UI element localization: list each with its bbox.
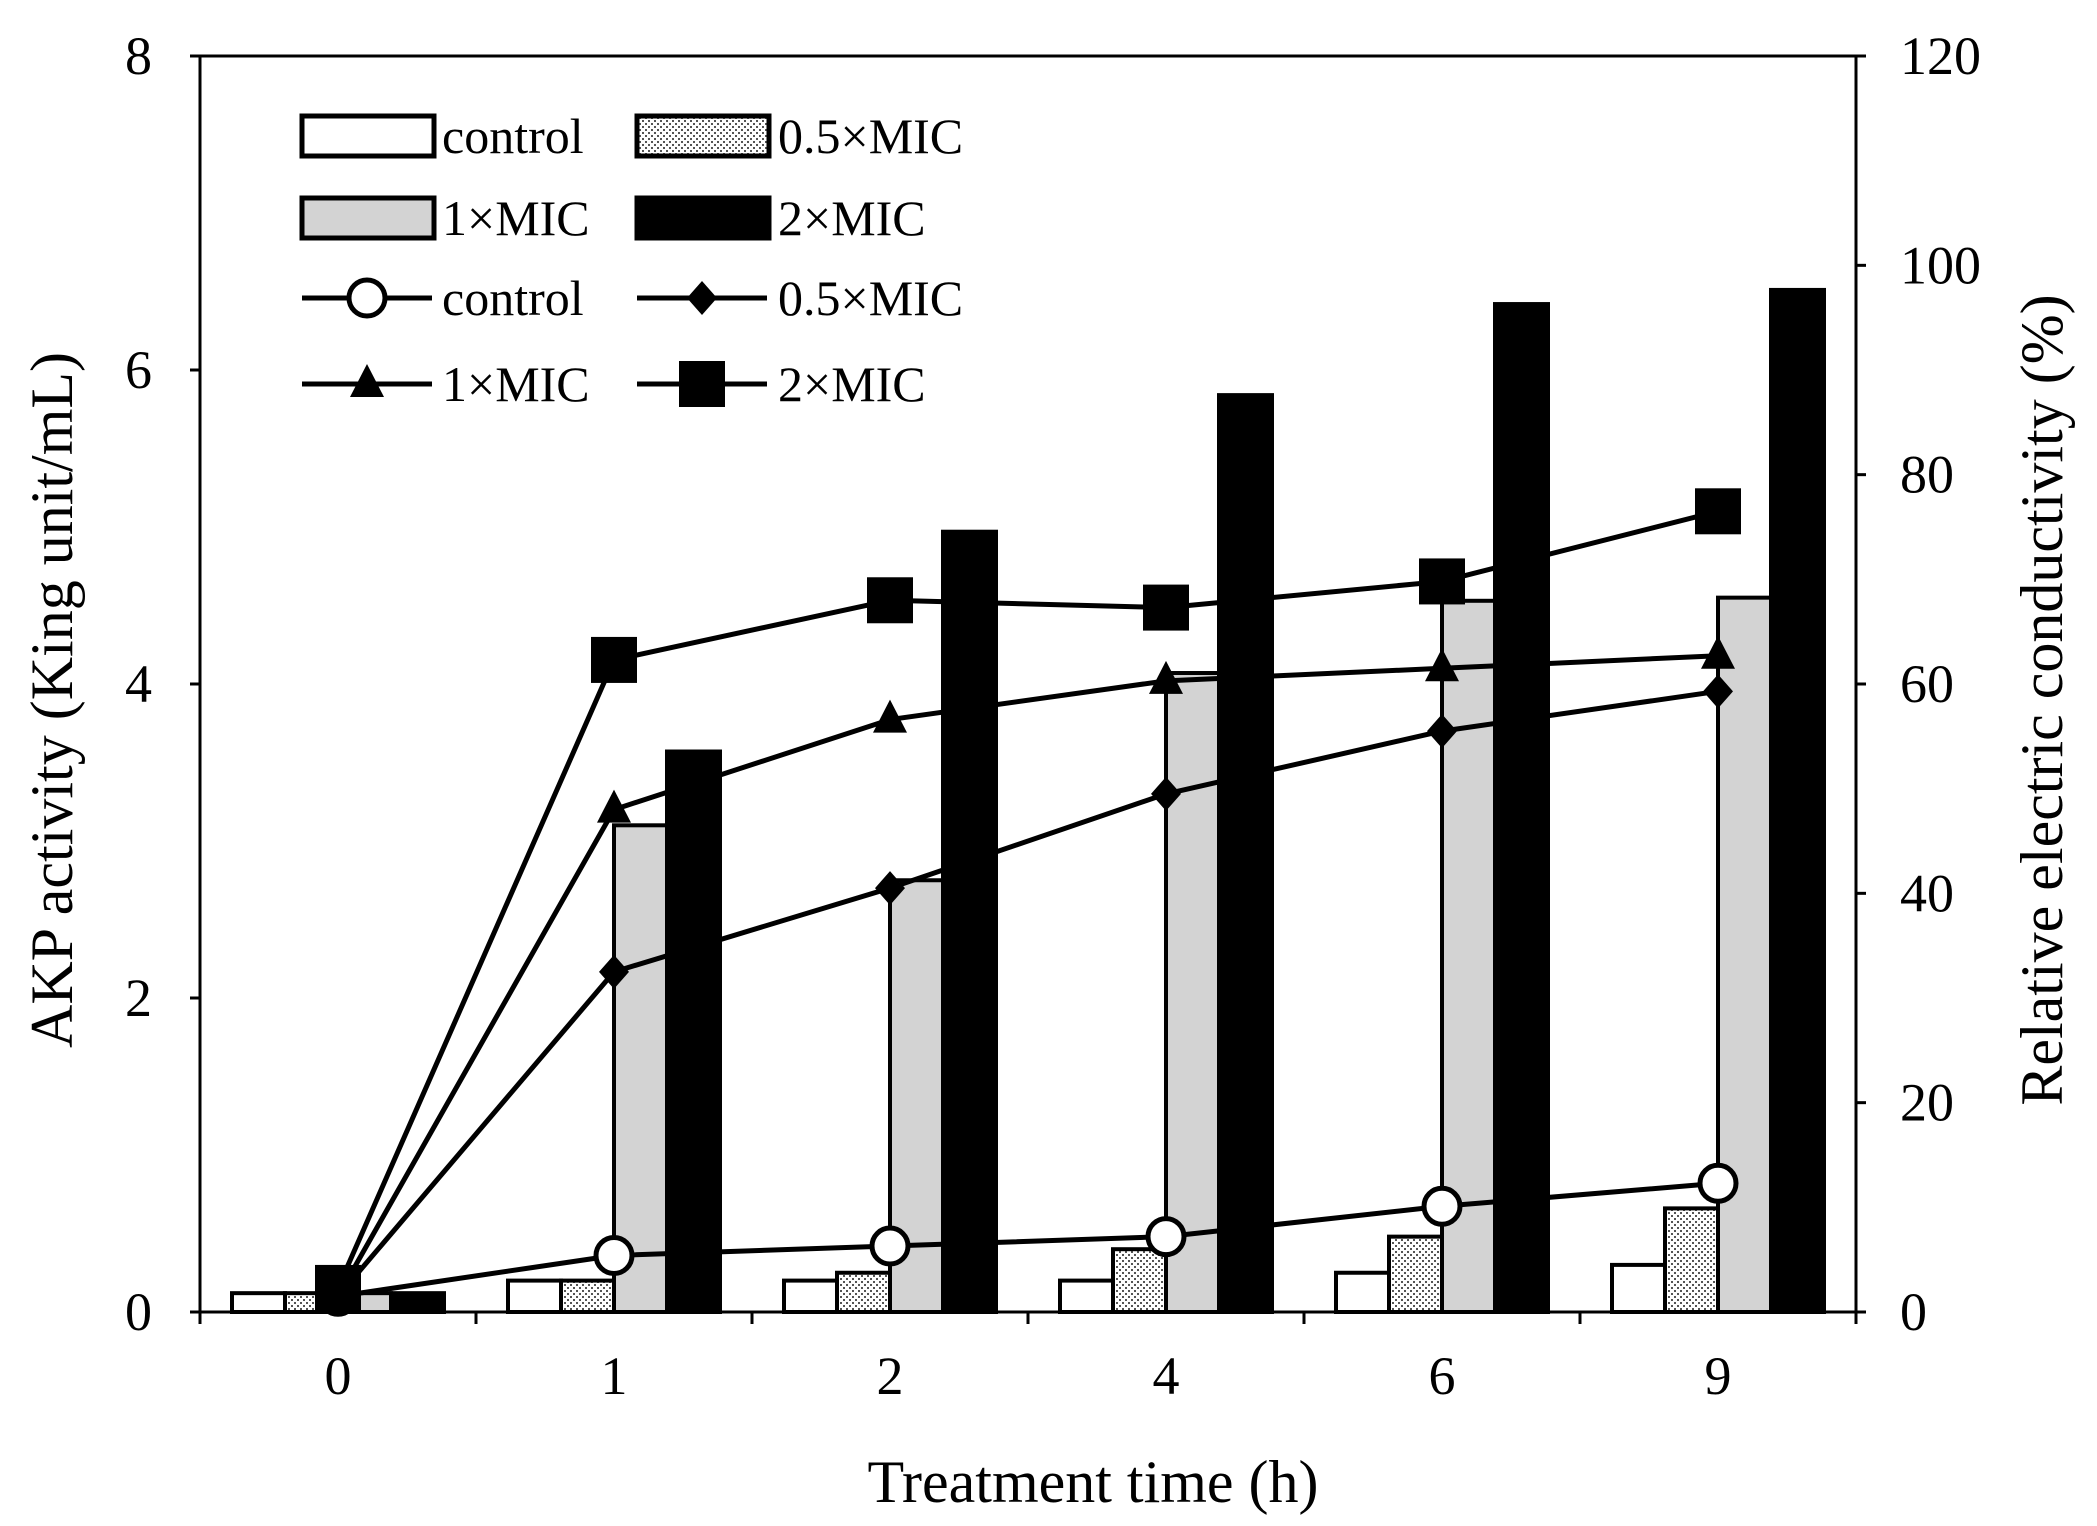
data-point-square bbox=[1695, 488, 1741, 535]
data-point-triangle bbox=[1701, 635, 1735, 669]
x-tick-label: 4 bbox=[1153, 1346, 1180, 1406]
bar bbox=[1111, 1247, 1168, 1314]
bar bbox=[389, 1291, 446, 1315]
right-y-axis-title: Relative electric conductivity (%) bbox=[2009, 294, 2075, 1105]
bar bbox=[835, 1270, 892, 1314]
bar bbox=[1663, 1206, 1720, 1315]
legend-bar-swatch bbox=[299, 113, 437, 159]
bar bbox=[1610, 1262, 1667, 1315]
bar bbox=[1217, 393, 1274, 1314]
bar bbox=[559, 1278, 616, 1314]
legend-bar-label: 1×MIC bbox=[442, 190, 590, 246]
data-point-diamond bbox=[1151, 776, 1181, 811]
x-tick-label: 9 bbox=[1705, 1346, 1732, 1406]
data-point-circle bbox=[869, 1225, 911, 1267]
data-point-square bbox=[1143, 584, 1189, 631]
legend-bar-swatch bbox=[299, 195, 437, 241]
legend-line-label: 0.5×MIC bbox=[778, 270, 963, 326]
data-point-triangle bbox=[1425, 648, 1459, 682]
data-point-circle bbox=[593, 1234, 635, 1276]
legend-line-label: control bbox=[442, 270, 584, 326]
legend-line-label: 2×MIC bbox=[778, 356, 926, 412]
bar bbox=[941, 529, 998, 1314]
right-tick-label: 0 bbox=[1900, 1282, 1927, 1342]
series-line bbox=[335, 653, 1719, 1298]
right-tick-label: 60 bbox=[1900, 654, 1954, 714]
x-axis-title: Treatment time (h) bbox=[867, 1449, 1318, 1515]
data-point-circle bbox=[1421, 1185, 1463, 1227]
data-point-diamond bbox=[1427, 714, 1457, 749]
bar bbox=[506, 1278, 563, 1314]
left-tick-label: 6 bbox=[125, 340, 152, 400]
data-point-diamond bbox=[875, 871, 905, 906]
right-tick-label: 120 bbox=[1900, 26, 1981, 86]
left-y-axis-title: AKP activity (King unit/mL) bbox=[19, 352, 85, 1048]
bar bbox=[1058, 1278, 1115, 1314]
data-point-triangle bbox=[1149, 660, 1183, 694]
legend-bar-label: control bbox=[442, 108, 584, 164]
legend-line-label: 1×MIC bbox=[442, 356, 590, 412]
right-tick-label: 20 bbox=[1900, 1073, 1954, 1133]
data-point-circle bbox=[346, 277, 388, 319]
series-line bbox=[337, 1180, 1719, 1299]
data-point-circle bbox=[1697, 1162, 1739, 1204]
left-tick-label: 4 bbox=[125, 654, 152, 714]
data-point-square bbox=[315, 1264, 361, 1311]
legend-bar-swatch bbox=[634, 195, 772, 241]
bar bbox=[1164, 671, 1221, 1314]
left-tick-label: 8 bbox=[125, 26, 152, 86]
data-point-circle bbox=[1145, 1216, 1187, 1258]
bar bbox=[1716, 595, 1773, 1314]
x-tick-label: 6 bbox=[1429, 1346, 1456, 1406]
series-line bbox=[335, 508, 1719, 1289]
bar bbox=[665, 749, 722, 1314]
left-tick-label: 2 bbox=[125, 968, 152, 1028]
bar bbox=[1334, 1270, 1391, 1314]
legend-bar-label: 2×MIC bbox=[778, 190, 926, 246]
bar bbox=[782, 1278, 839, 1314]
right-tick-label: 40 bbox=[1900, 863, 1954, 923]
data-point-square bbox=[679, 361, 725, 407]
data-point-triangle bbox=[350, 364, 384, 397]
data-point-square bbox=[591, 636, 637, 683]
bar bbox=[1493, 302, 1550, 1314]
bar bbox=[1387, 1234, 1444, 1315]
left-tick-label: 0 bbox=[125, 1282, 152, 1342]
series-line bbox=[336, 688, 1719, 1298]
data-point-diamond bbox=[599, 954, 629, 989]
x-tick-label: 1 bbox=[601, 1346, 628, 1406]
x-tick-label: 0 bbox=[325, 1346, 352, 1406]
legend-bar-swatch bbox=[634, 113, 772, 159]
legend-bar-label: 0.5×MIC bbox=[778, 108, 963, 164]
bar bbox=[1769, 287, 1826, 1314]
bar bbox=[230, 1291, 287, 1315]
x-tick-label: 2 bbox=[877, 1346, 904, 1406]
data-point-diamond bbox=[687, 281, 717, 315]
data-point-diamond bbox=[1703, 674, 1733, 709]
right-tick-label: 100 bbox=[1900, 235, 1981, 295]
data-point-square bbox=[1419, 558, 1465, 605]
data-point-triangle bbox=[597, 789, 631, 823]
data-point-triangle bbox=[873, 699, 907, 733]
data-point-square bbox=[867, 577, 913, 624]
right-tick-label: 80 bbox=[1900, 445, 1954, 505]
